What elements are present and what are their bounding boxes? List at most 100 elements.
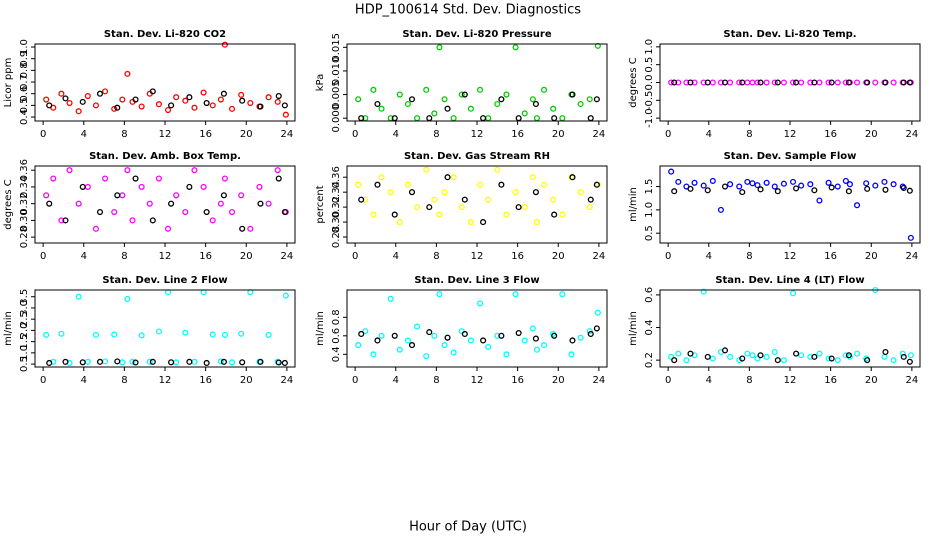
point: [780, 357, 787, 364]
point: [593, 96, 600, 103]
x-tick-label: 8: [121, 129, 127, 140]
point: [458, 91, 465, 98]
point: [825, 79, 832, 86]
point: [668, 168, 675, 175]
x-tick-label: 16: [824, 251, 837, 262]
point: [387, 295, 394, 302]
point: [370, 351, 377, 358]
panel-title: Stan. Dev. Line 3 Flow: [414, 275, 539, 286]
y-tick-label: 0.6: [644, 287, 655, 303]
point: [265, 94, 272, 101]
y-tick-label: 0.000: [331, 104, 342, 133]
point: [404, 100, 411, 108]
point: [378, 332, 385, 339]
point: [200, 183, 207, 190]
point: [498, 332, 505, 339]
point: [757, 352, 764, 359]
point: [138, 103, 145, 110]
y-tick-label: 0.32: [331, 196, 342, 218]
y-tick-label: 0.7: [19, 74, 30, 90]
point: [736, 79, 743, 86]
point: [370, 211, 377, 218]
x-tick-label: 4: [706, 375, 712, 386]
point: [436, 291, 443, 298]
point: [675, 178, 682, 185]
point: [485, 343, 492, 350]
x-tick-label: 0: [665, 251, 671, 262]
x-tick-label: 24: [906, 251, 919, 262]
point: [408, 189, 416, 196]
y-tick-label: 0.30: [331, 211, 342, 233]
point: [257, 103, 264, 110]
point: [58, 90, 65, 97]
point: [593, 325, 600, 332]
point: [907, 234, 914, 241]
point: [200, 89, 207, 96]
x-tick-label: 16: [824, 129, 837, 140]
point: [209, 331, 216, 338]
y-axis-label: degrees C: [628, 57, 639, 107]
x-tick-label: 16: [824, 375, 837, 386]
point: [355, 96, 362, 103]
point: [480, 219, 487, 226]
x-tick-label: 8: [433, 375, 439, 386]
point: [265, 200, 272, 207]
panel-title: Stan. Dev. Sample Flow: [724, 151, 857, 162]
point: [587, 196, 594, 203]
plot-frame: [34, 289, 296, 368]
point: [521, 110, 528, 117]
point: [551, 332, 558, 339]
point: [721, 79, 729, 86]
point: [798, 352, 805, 359]
point: [374, 181, 381, 188]
point: [721, 347, 729, 354]
y-tick-label: 0.36: [19, 159, 30, 181]
y-tick-label: -1.0: [644, 108, 655, 128]
point: [274, 98, 281, 105]
point: [186, 183, 193, 190]
y-axis-label: Licor ppm: [3, 58, 14, 108]
x-axis-label: Hour of Day (UTC): [409, 520, 527, 535]
point: [467, 105, 474, 112]
point: [46, 359, 53, 367]
y-tick-label: 0.8: [331, 309, 342, 325]
y-tick-label: 0.4: [19, 109, 30, 125]
x-tick-label: 12: [784, 251, 797, 262]
x-tick-label: 0: [665, 375, 671, 386]
point: [164, 106, 172, 114]
point: [450, 349, 457, 356]
x-tick-label: 16: [511, 375, 524, 386]
point: [586, 204, 593, 211]
point: [431, 110, 438, 117]
y-axis-label: ml/min: [315, 311, 326, 346]
point: [736, 357, 743, 364]
point: [899, 350, 906, 357]
point: [355, 342, 362, 349]
point: [480, 337, 487, 344]
point: [771, 348, 778, 356]
point: [396, 219, 403, 226]
y-axis-label: ml/min: [628, 187, 639, 222]
point: [771, 183, 778, 190]
point: [807, 79, 814, 86]
point: [238, 91, 245, 98]
point: [461, 91, 468, 98]
point: [882, 186, 889, 193]
point: [882, 79, 889, 86]
y-tick-label: 0.34: [19, 176, 30, 198]
point: [540, 342, 548, 349]
point: [550, 196, 557, 203]
point: [586, 328, 593, 335]
point: [46, 200, 53, 207]
point: [906, 358, 913, 365]
point: [119, 96, 126, 103]
point: [872, 79, 879, 86]
x-tick-label: 4: [393, 375, 399, 386]
x-tick-label: 24: [906, 129, 919, 140]
point: [691, 179, 698, 186]
point: [168, 200, 175, 207]
point: [687, 185, 694, 192]
y-tick-label: 3.0: [19, 300, 30, 316]
point: [450, 174, 457, 181]
